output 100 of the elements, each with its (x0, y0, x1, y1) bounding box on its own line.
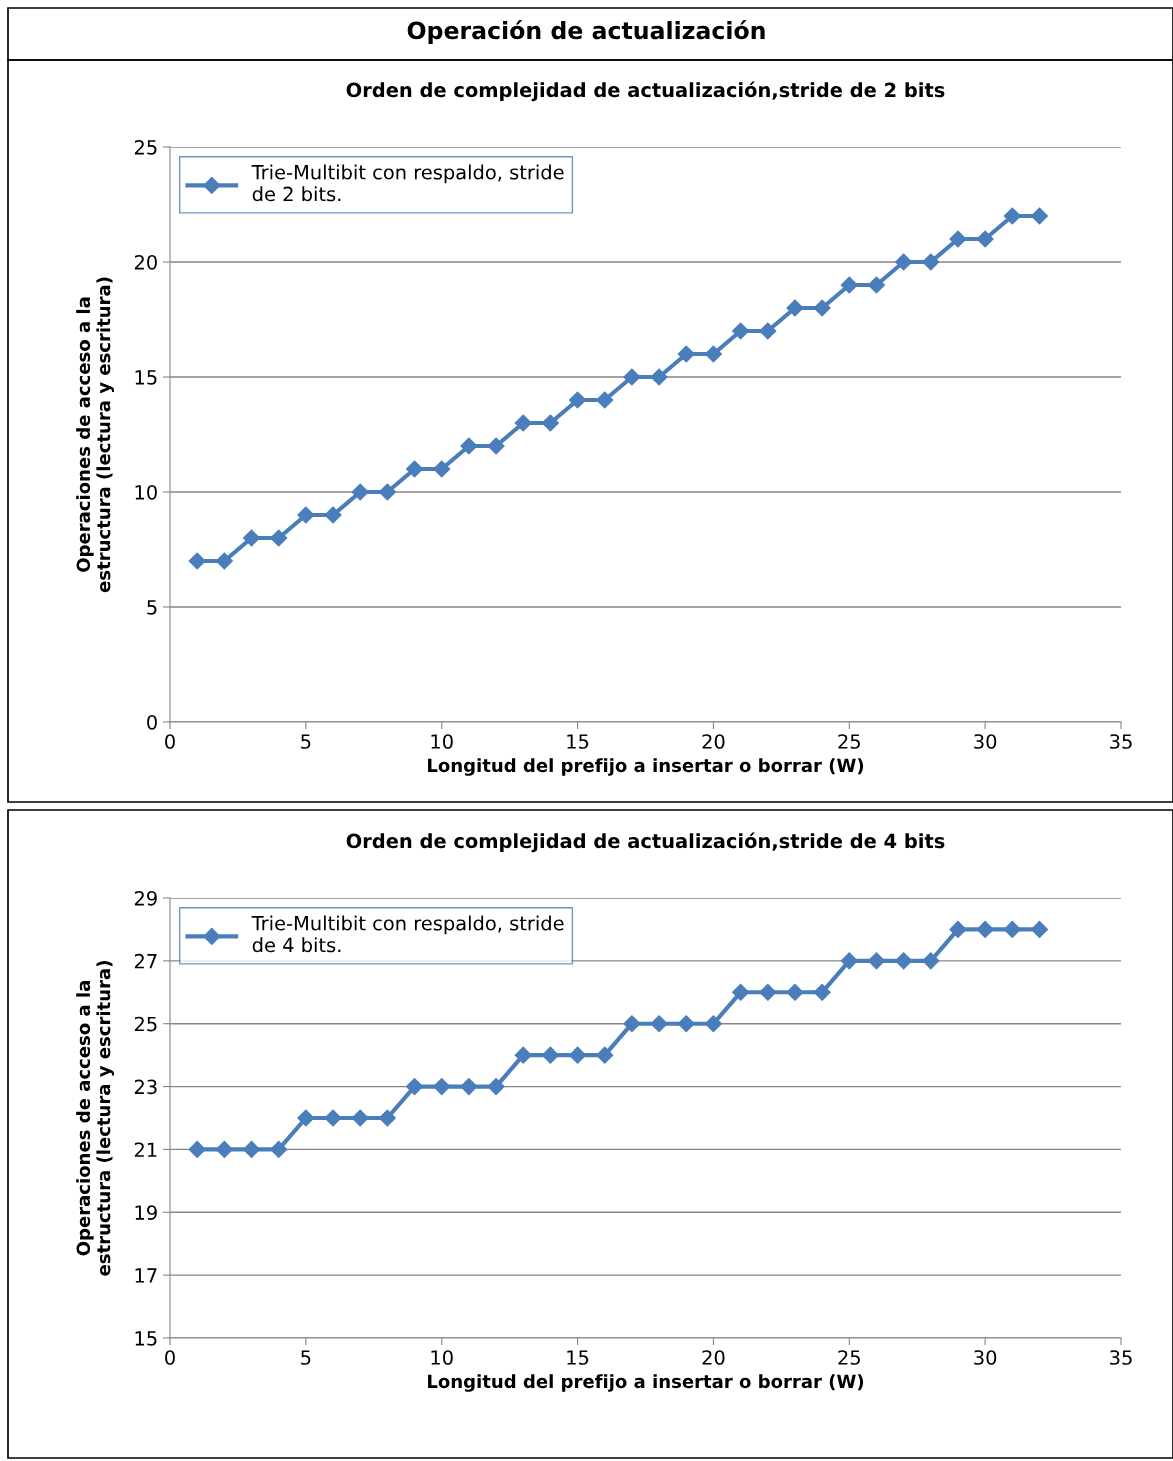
point (351, 483, 369, 501)
point (569, 391, 587, 409)
y-tick-label: 27 (134, 953, 157, 969)
point (378, 483, 396, 501)
point (867, 276, 886, 294)
point (541, 414, 559, 432)
point (895, 952, 913, 970)
x-axis-title: Longitud del prefijo a insertar o borrar (W) (428, 758, 864, 776)
point (460, 437, 478, 455)
x-tick-label: 10 (431, 1350, 453, 1365)
y-tick-label: 15 (135, 370, 157, 385)
point (270, 529, 288, 547)
y-tick-label: 21 (134, 1142, 157, 1157)
point (677, 1015, 695, 1033)
point (514, 414, 532, 432)
y-axis-title: Operaciones de acceso a la estructura (lectura y escritura) (76, 961, 115, 1276)
point (351, 1109, 369, 1127)
point (650, 368, 668, 386)
x-tick-label: 0 (165, 734, 175, 749)
point (541, 1046, 559, 1064)
y-tick-label: 10 (135, 484, 157, 500)
point (1003, 207, 1021, 225)
point (297, 1109, 315, 1127)
point (1003, 920, 1021, 938)
x-tick-label: 30 (974, 1350, 997, 1365)
point (378, 1109, 396, 1127)
x-tick-label: 5 (301, 734, 311, 749)
point (596, 1046, 614, 1064)
point (487, 437, 505, 455)
x-axis-title: Longitud del prefijo a insertar o borrar (W) (428, 1374, 864, 1392)
x-tick-label: 35 (1110, 1350, 1132, 1365)
point (215, 552, 233, 570)
point (433, 460, 451, 478)
point (324, 506, 342, 524)
x-tick-label: 20 (702, 734, 725, 749)
point (623, 368, 641, 386)
point (514, 1046, 532, 1064)
legend-label: Trie-Multibit con respaldo, stride de 2 bits. (251, 164, 564, 202)
point (487, 1078, 505, 1096)
point (650, 1015, 668, 1033)
x-tick-label: 25 (838, 734, 860, 749)
point (922, 253, 940, 271)
x-tick-label: 35 (1110, 734, 1132, 749)
y-tick-label: 19 (135, 1205, 157, 1220)
y-tick-label: 15 (135, 1331, 157, 1346)
x-tick-label: 0 (165, 1350, 175, 1365)
point (623, 1015, 641, 1033)
point (922, 952, 940, 970)
y-tick-label: 23 (134, 1079, 157, 1095)
y-tick-label: 25 (134, 1016, 157, 1032)
point (976, 920, 994, 938)
point (460, 1078, 478, 1096)
point (813, 299, 831, 317)
point (188, 1140, 206, 1158)
point (976, 230, 994, 248)
point (786, 299, 804, 317)
point (704, 1015, 722, 1033)
point (677, 345, 695, 363)
point (242, 529, 261, 547)
legend-label: Trie-Multibit con respaldo, stride de 4 bits. (251, 915, 564, 953)
y-tick-label: 29 (134, 890, 157, 906)
x-tick-label: 15 (567, 734, 589, 749)
point (297, 506, 315, 524)
chart-subtitle: Orden de complejidad de actualización,stride de 2 bits (346, 81, 945, 102)
x-tick-label: 5 (301, 1350, 311, 1365)
point (242, 1140, 261, 1158)
point (786, 983, 804, 1001)
y-axis-title: Operaciones de acceso a la estructura (lectura y escritura) (76, 277, 115, 593)
x-tick-label: 20 (702, 1350, 725, 1365)
point (433, 1078, 451, 1096)
point (840, 276, 858, 294)
point (405, 1078, 424, 1096)
point (949, 920, 967, 938)
point (704, 345, 722, 363)
point (596, 391, 614, 409)
y-tick-label: 20 (134, 254, 157, 270)
point (895, 253, 913, 271)
point (759, 322, 777, 340)
y-tick-label: 0 (147, 714, 157, 730)
point (840, 952, 858, 970)
x-tick-label: 15 (567, 1350, 589, 1365)
y-tick-label: 17 (135, 1268, 157, 1283)
x-tick-label: 25 (838, 1350, 860, 1365)
point (732, 983, 750, 1001)
y-tick-label: 25 (134, 139, 157, 155)
point (1030, 207, 1049, 225)
point (215, 1140, 233, 1158)
x-tick-label: 10 (431, 734, 453, 749)
point (270, 1140, 288, 1158)
point (188, 552, 206, 570)
point (405, 460, 424, 478)
point (949, 230, 967, 248)
chart-title: Orden de complejidad de actualización,stride de 4 bits (346, 832, 945, 853)
x-tick-label: 30 (974, 734, 997, 749)
point (867, 952, 886, 970)
point (1030, 920, 1049, 938)
point (732, 322, 750, 340)
y-tick-label: 5 (147, 600, 157, 615)
point (813, 983, 831, 1001)
point (324, 1109, 342, 1127)
